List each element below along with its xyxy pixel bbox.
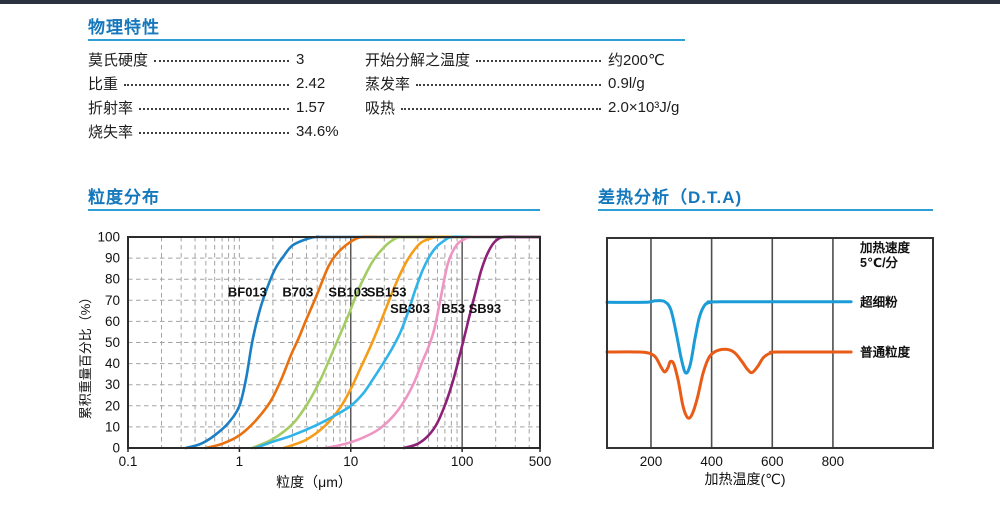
y-tick-label: 70 <box>105 293 120 308</box>
dotted-leader <box>139 107 289 110</box>
series-label-SB93: SB93 <box>469 301 502 316</box>
y-tick-label: 60 <box>105 314 120 329</box>
property-value: 0.9l/g <box>608 74 645 92</box>
series-label-超细粉: 超细粉 <box>859 295 898 310</box>
section-underline <box>598 209 933 211</box>
x-axis-title: 粒度（μm） <box>276 474 352 490</box>
physical-properties-left-column: 莫氏硬度 3 比重 2.42 折射率 1.57 烧失率 34.6% <box>88 47 348 143</box>
y-tick-label: 100 <box>97 230 120 245</box>
y-tick-label: 10 <box>105 419 120 434</box>
section-title-physical-properties: 物理特性 <box>88 18 160 37</box>
property-label: 莫氏硬度 <box>88 51 149 69</box>
x-tick-label: 400 <box>700 454 723 469</box>
x-tick-label: 0.1 <box>119 454 138 469</box>
property-row: 吸热 2.0×10³J/g <box>365 95 700 119</box>
x-tick-label: 600 <box>761 454 784 469</box>
x-tick-label: 200 <box>640 454 663 469</box>
section-underline <box>88 39 685 41</box>
property-label: 比重 <box>88 75 119 93</box>
property-row: 比重 2.42 <box>88 71 348 95</box>
series-curve-B53 <box>324 235 541 450</box>
physical-properties-right-column: 开始分解之温度 约200℃ 蒸发率 0.9l/g 吸热 2.0×10³J/g <box>365 47 700 119</box>
property-label: 开始分解之温度 <box>365 51 471 69</box>
x-tick-label: 500 <box>529 454 552 469</box>
section-title-particle-size: 粒度分布 <box>88 188 160 207</box>
series-label-SB153: SB153 <box>367 284 407 299</box>
dotted-leader <box>124 83 289 86</box>
series-label-SB303: SB303 <box>390 301 430 316</box>
series-curve-普通粒度 <box>605 347 853 420</box>
property-label: 烧失率 <box>88 123 134 141</box>
series-label-BF013: BF013 <box>228 284 267 299</box>
property-label: 折射率 <box>88 99 134 117</box>
series-curve-SB303 <box>254 235 541 450</box>
series-curve-SB93 <box>402 235 541 450</box>
dotted-leader <box>416 83 601 86</box>
series-label-SB103: SB103 <box>328 284 368 299</box>
plot-border <box>127 236 541 449</box>
property-value: 3 <box>296 50 305 68</box>
legend-line: 5℃/分 <box>860 255 899 270</box>
property-value: 约200℃ <box>608 51 665 69</box>
x-tick-label: 1 <box>236 454 244 469</box>
y-axis-title: 累积重量百分比（%） <box>78 291 93 420</box>
series-label-B53: B53 <box>441 301 465 316</box>
series-label-普通粒度: 普通粒度 <box>860 345 911 360</box>
dotted-leader <box>139 131 289 134</box>
section-underline <box>88 209 540 211</box>
dotted-leader <box>476 59 601 62</box>
dotted-leader <box>154 59 289 62</box>
property-row: 开始分解之温度 约200℃ <box>365 47 700 71</box>
y-tick-label: 80 <box>105 272 120 287</box>
x-tick-label: 100 <box>451 454 474 469</box>
property-value: 34.6% <box>296 122 339 140</box>
property-value: 1.57 <box>296 98 326 116</box>
section-title-dta: 差热分析（D.T.A) <box>598 188 743 207</box>
property-value: 2.0×10³J/g <box>608 98 680 116</box>
property-row: 烧失率 34.6% <box>88 119 348 143</box>
y-tick-label: 0 <box>112 441 120 456</box>
series-curve-超细粉 <box>605 299 853 375</box>
top-accent-bar <box>0 0 1000 4</box>
property-row: 折射率 1.57 <box>88 95 348 119</box>
x-tick-label: 800 <box>822 454 845 469</box>
y-tick-label: 20 <box>105 398 120 413</box>
plot-border <box>606 237 934 449</box>
property-label: 吸热 <box>365 99 396 117</box>
x-tick-label: 10 <box>343 454 358 469</box>
series-curve-SB103 <box>250 235 541 450</box>
property-label: 蒸发率 <box>365 75 411 93</box>
series-label-B703: B703 <box>282 284 313 299</box>
legend-line: 加热速度 <box>859 240 911 255</box>
property-row: 莫氏硬度 3 <box>88 47 348 71</box>
y-tick-label: 30 <box>105 377 120 392</box>
property-row: 蒸发率 0.9l/g <box>365 71 700 95</box>
x-axis-title: 加热温度(℃) <box>704 471 785 487</box>
dotted-leader <box>401 107 601 110</box>
y-tick-label: 40 <box>105 356 120 371</box>
property-value: 2.42 <box>296 74 326 92</box>
y-tick-label: 90 <box>105 251 120 266</box>
y-tick-label: 50 <box>105 335 120 350</box>
